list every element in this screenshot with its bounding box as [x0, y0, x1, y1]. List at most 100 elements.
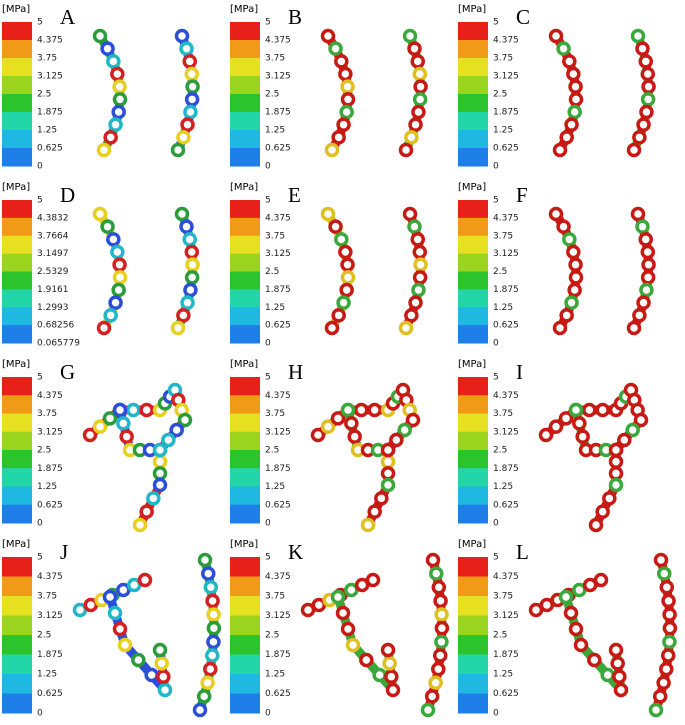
legend-band: [2, 94, 32, 113]
unit-label: [MPa]: [230, 539, 258, 550]
screw-hole: [139, 504, 154, 519]
screw-hole: [344, 582, 359, 598]
legend-tick: 1.25: [493, 126, 513, 136]
legend-tick: 1.875: [265, 650, 291, 660]
legend-tick: 1.875: [37, 108, 63, 118]
screw-hole: [660, 648, 676, 663]
legend-band: [458, 200, 488, 219]
screw-hole: [196, 689, 212, 704]
legend-tick: 1.875: [493, 108, 519, 118]
legend-tick: 0.625: [265, 144, 291, 154]
legend-band: [230, 413, 260, 433]
screw-hole: [593, 572, 609, 588]
screw-hole: [640, 270, 656, 285]
legend-tick: 0.065779: [37, 339, 80, 349]
legend-tick: 1.25: [37, 482, 57, 492]
screw-hole: [380, 477, 396, 493]
screw-hole: [311, 597, 327, 613]
legend-band: [230, 596, 260, 616]
legend-band: [2, 596, 32, 616]
screw-hole: [183, 282, 198, 298]
screw-hole: [152, 454, 168, 469]
screw-hole: [420, 702, 436, 718]
screw-hole: [152, 442, 168, 458]
legend-band: [458, 253, 488, 272]
screw-hole: [72, 602, 88, 618]
screw-hole: [633, 412, 649, 428]
legend-tick: 5: [493, 373, 499, 383]
screw-hole: [434, 620, 450, 636]
legend-tick: 1.25: [265, 126, 285, 136]
legend-tick: 0.625: [37, 500, 63, 510]
screw-hole: [380, 466, 396, 481]
legend-tick: 3.75: [265, 409, 285, 419]
screw-hole: [638, 54, 654, 69]
legend-tick: 1.875: [37, 464, 63, 474]
screw-hole: [331, 130, 346, 145]
screw-hole: [354, 577, 370, 593]
screw-hole: [206, 620, 222, 636]
legend-tick: 0: [265, 519, 271, 529]
legend-band: [230, 94, 260, 113]
screw-hole: [180, 117, 195, 132]
screw-hole: [334, 232, 349, 247]
screw-hole: [200, 675, 215, 690]
legend-band: [458, 76, 488, 95]
screw-hole: [630, 206, 646, 222]
screw-hole: [106, 232, 121, 247]
screw-hole: [320, 28, 336, 44]
legend-band: [2, 674, 32, 694]
screw-hole: [112, 79, 127, 94]
screw-hole: [111, 282, 126, 298]
screw-hole: [568, 270, 584, 285]
screw-hole: [413, 79, 428, 94]
screw-hole: [662, 634, 677, 650]
screw-hole: [119, 429, 134, 444]
screw-hole: [112, 257, 127, 272]
legend-band: [230, 40, 260, 59]
screw-hole: [657, 566, 672, 581]
legend-tick: 5: [37, 196, 43, 206]
legend-tick: 0: [493, 162, 499, 172]
legend-band: [2, 654, 32, 675]
legend-tick: 0: [493, 339, 499, 349]
unit-label: [MPa]: [458, 4, 486, 15]
screw-hole: [431, 661, 446, 677]
legend-band: [2, 693, 32, 714]
screw-hole: [559, 130, 574, 145]
legend-tick: 3.75: [265, 54, 285, 64]
legend-tick: 2.5: [493, 631, 507, 641]
legend-band: [230, 271, 260, 290]
legend-tick: 3.75: [265, 231, 285, 241]
legend-band: [2, 557, 32, 577]
legend-band: [230, 200, 260, 219]
legend-tick: 2.5: [265, 631, 279, 641]
legend-tick: 2.5: [265, 267, 279, 277]
screw-hole: [108, 117, 123, 132]
screw-hole: [177, 412, 193, 428]
screw-hole: [103, 130, 118, 145]
legend-tick: 4.375: [265, 391, 291, 401]
legend-band: [230, 557, 260, 577]
screw-hole: [192, 702, 208, 718]
screw-hole: [610, 656, 625, 671]
legend-tick: 5: [493, 553, 499, 563]
legend-tick: 3.75: [37, 592, 57, 602]
screw-hole: [96, 142, 112, 158]
unit-label: [MPa]: [2, 182, 30, 193]
screw-hole: [608, 466, 624, 481]
screw-hole: [572, 582, 587, 598]
screw-hole: [548, 206, 564, 222]
legend-band: [458, 148, 488, 167]
legend-tick: 1.25: [265, 670, 285, 680]
screw-hole: [146, 491, 161, 506]
legend-band: [230, 693, 260, 714]
legend-band: [2, 58, 32, 77]
screw-hole: [385, 682, 401, 698]
screw-hole: [179, 41, 194, 56]
screw-hole: [638, 232, 654, 247]
screw-hole: [566, 66, 581, 82]
legend-tick: 1.875: [265, 285, 291, 295]
screw-hole: [176, 130, 191, 145]
screw-hole: [330, 411, 346, 426]
